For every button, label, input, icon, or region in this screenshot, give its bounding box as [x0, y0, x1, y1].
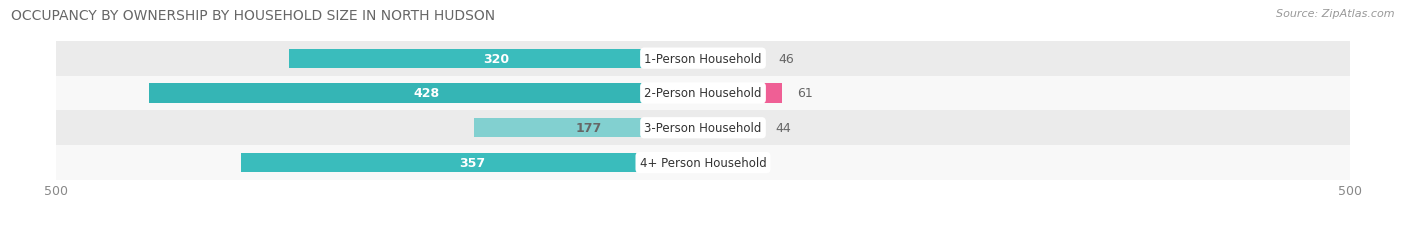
- Bar: [149, 84, 703, 103]
- Text: 44: 44: [776, 122, 792, 135]
- Text: 177: 177: [575, 122, 602, 135]
- Text: 357: 357: [458, 156, 485, 169]
- Bar: [0, 146, 1406, 180]
- Bar: [290, 49, 703, 68]
- Text: 3-Person Household: 3-Person Household: [644, 122, 762, 135]
- Bar: [703, 119, 759, 138]
- Text: 61: 61: [797, 87, 813, 100]
- Bar: [242, 153, 703, 172]
- Text: 2-Person Household: 2-Person Household: [644, 87, 762, 100]
- Bar: [0, 76, 1406, 111]
- Bar: [0, 42, 1406, 76]
- Bar: [703, 84, 782, 103]
- Bar: [703, 49, 762, 68]
- Text: Source: ZipAtlas.com: Source: ZipAtlas.com: [1277, 9, 1395, 19]
- Bar: [703, 153, 711, 172]
- Text: 4+ Person Household: 4+ Person Household: [640, 156, 766, 169]
- Text: 1-Person Household: 1-Person Household: [644, 52, 762, 65]
- Text: 46: 46: [778, 52, 794, 65]
- Text: OCCUPANCY BY OWNERSHIP BY HOUSEHOLD SIZE IN NORTH HUDSON: OCCUPANCY BY OWNERSHIP BY HOUSEHOLD SIZE…: [11, 9, 495, 23]
- Text: 7: 7: [727, 156, 735, 169]
- Bar: [0, 111, 1406, 146]
- Text: 428: 428: [413, 87, 439, 100]
- Bar: [474, 119, 703, 138]
- Text: 320: 320: [484, 52, 509, 65]
